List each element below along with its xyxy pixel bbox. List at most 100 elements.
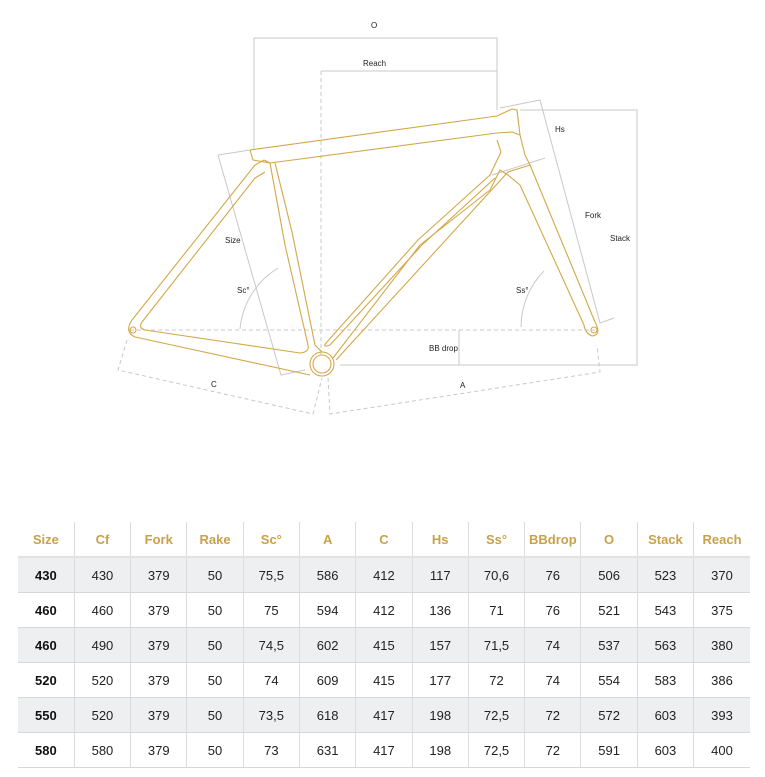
table-cell: 177 bbox=[411, 662, 469, 698]
table-cell: 74,5 bbox=[242, 627, 300, 663]
table-cell: 523 bbox=[636, 557, 694, 593]
table-cell: 520 bbox=[18, 662, 75, 698]
table-cell: 586 bbox=[298, 557, 356, 593]
column-header: O bbox=[580, 522, 638, 558]
table-cell: 75 bbox=[242, 592, 300, 628]
table-row: 550 520 379 50 73,5 618 417 198 72,5 72 572 603 393 bbox=[18, 697, 750, 733]
column-header: Reach bbox=[693, 522, 750, 558]
table-cell: 157 bbox=[411, 627, 469, 663]
table-cell: 72 bbox=[524, 732, 581, 768]
table-cell: 370 bbox=[693, 557, 750, 593]
table-row: 460 460 379 50 75 594 412 136 71 76 521 543 375 bbox=[18, 592, 750, 628]
label-stack: Stack bbox=[610, 234, 631, 243]
table-cell: 50 bbox=[186, 697, 244, 733]
table-cell: 73 bbox=[242, 732, 300, 768]
table-cell: 379 bbox=[130, 732, 187, 768]
label-size: Size bbox=[225, 236, 241, 245]
table-cell: 412 bbox=[355, 557, 413, 593]
table-cell: 379 bbox=[130, 697, 187, 733]
table-cell: 50 bbox=[186, 732, 244, 768]
table-cell: 400 bbox=[693, 732, 750, 768]
table-cell: 412 bbox=[355, 592, 413, 628]
table-cell: 603 bbox=[636, 732, 694, 768]
table-cell: 554 bbox=[580, 662, 638, 698]
table-cell: 375 bbox=[693, 592, 750, 628]
table-cell: 136 bbox=[411, 592, 469, 628]
label-sc: Sc° bbox=[237, 286, 250, 295]
table-cell: 72,5 bbox=[467, 732, 525, 768]
table-cell: 506 bbox=[580, 557, 638, 593]
table-cell: 415 bbox=[355, 662, 413, 698]
geometry-guides bbox=[117, 37, 638, 415]
table-cell: 543 bbox=[636, 592, 694, 628]
column-header: BBdrop bbox=[524, 522, 581, 558]
table-cell: 73,5 bbox=[242, 697, 300, 733]
table-cell: 580 bbox=[18, 732, 75, 768]
label-reach: Reach bbox=[363, 59, 386, 68]
table-cell: 50 bbox=[186, 592, 244, 628]
table-cell: 583 bbox=[636, 662, 694, 698]
table-cell: 580 bbox=[73, 732, 131, 768]
table-cell: 591 bbox=[580, 732, 638, 768]
table-cell: 618 bbox=[298, 697, 356, 733]
table-header-row: Size Cf Fork Rake Sc° A C Hs Ss° BBdrop O Stack Reac… bbox=[18, 522, 750, 558]
table-cell: 74 bbox=[242, 662, 300, 698]
table-cell: 460 bbox=[18, 627, 75, 663]
label-c: C bbox=[211, 380, 217, 389]
table-cell: 521 bbox=[580, 592, 638, 628]
table-cell: 393 bbox=[693, 697, 750, 733]
bike-frame bbox=[128, 108, 599, 377]
table-cell: 631 bbox=[298, 732, 356, 768]
table-cell: 50 bbox=[186, 557, 244, 593]
table-cell: 609 bbox=[298, 662, 356, 698]
column-header: Cf bbox=[73, 522, 131, 558]
table-cell: 72 bbox=[524, 697, 581, 733]
table-cell: 50 bbox=[186, 662, 244, 698]
table-cell: 594 bbox=[298, 592, 356, 628]
table-cell: 379 bbox=[130, 557, 187, 593]
table-cell: 50 bbox=[186, 627, 244, 663]
frame-geometry-diagram: O Reach Hs Fork Stack Size Sc° Ss° BB dr… bbox=[117, 21, 638, 415]
table-cell: 117 bbox=[411, 557, 469, 593]
column-header: Fork bbox=[130, 522, 187, 558]
table-cell: 76 bbox=[524, 592, 581, 628]
table-cell: 417 bbox=[355, 732, 413, 768]
table-cell: 71,5 bbox=[467, 627, 525, 663]
label-bb-drop: BB drop bbox=[429, 344, 458, 353]
table-cell: 198 bbox=[411, 697, 469, 733]
table-cell: 72 bbox=[467, 662, 525, 698]
label-o: O bbox=[371, 21, 377, 30]
table-cell: 563 bbox=[636, 627, 694, 663]
label-fork: Fork bbox=[585, 211, 602, 220]
column-header: Stack bbox=[636, 522, 694, 558]
column-header: A bbox=[298, 522, 356, 558]
table-cell: 537 bbox=[580, 627, 638, 663]
table-cell: 430 bbox=[73, 557, 131, 593]
table-row: 460 490 379 50 74,5 602 415 157 71,5 74 537 563 380 bbox=[18, 627, 750, 663]
table-cell: 430 bbox=[18, 557, 75, 593]
table-cell: 379 bbox=[130, 592, 187, 628]
table-cell: 550 bbox=[18, 697, 75, 733]
table-cell: 417 bbox=[355, 697, 413, 733]
column-header: Size bbox=[18, 522, 75, 558]
table-row: 580 580 379 50 73 631 417 198 72,5 72 591 603 400 bbox=[18, 732, 750, 768]
table-row: 430 430 379 50 75,5 586 412 117 70,6 76 506 523 370 bbox=[18, 557, 750, 593]
label-hs: Hs bbox=[555, 125, 565, 134]
table-cell: 603 bbox=[636, 697, 694, 733]
label-a: A bbox=[460, 381, 466, 390]
column-header: Ss° bbox=[467, 522, 525, 558]
column-header: Rake bbox=[186, 522, 244, 558]
table-cell: 460 bbox=[73, 592, 131, 628]
label-ss: Ss° bbox=[516, 286, 529, 295]
table-row: 520 520 379 50 74 609 415 177 72 74 554 583 386 bbox=[18, 662, 750, 698]
table-cell: 415 bbox=[355, 627, 413, 663]
table-cell: 490 bbox=[73, 627, 131, 663]
table-cell: 198 bbox=[411, 732, 469, 768]
table-cell: 379 bbox=[130, 662, 187, 698]
table-cell: 76 bbox=[524, 557, 581, 593]
table-cell: 74 bbox=[524, 662, 581, 698]
table-cell: 602 bbox=[298, 627, 356, 663]
table-cell: 72,5 bbox=[467, 697, 525, 733]
table-cell: 379 bbox=[130, 627, 187, 663]
table-cell: 520 bbox=[73, 662, 131, 698]
